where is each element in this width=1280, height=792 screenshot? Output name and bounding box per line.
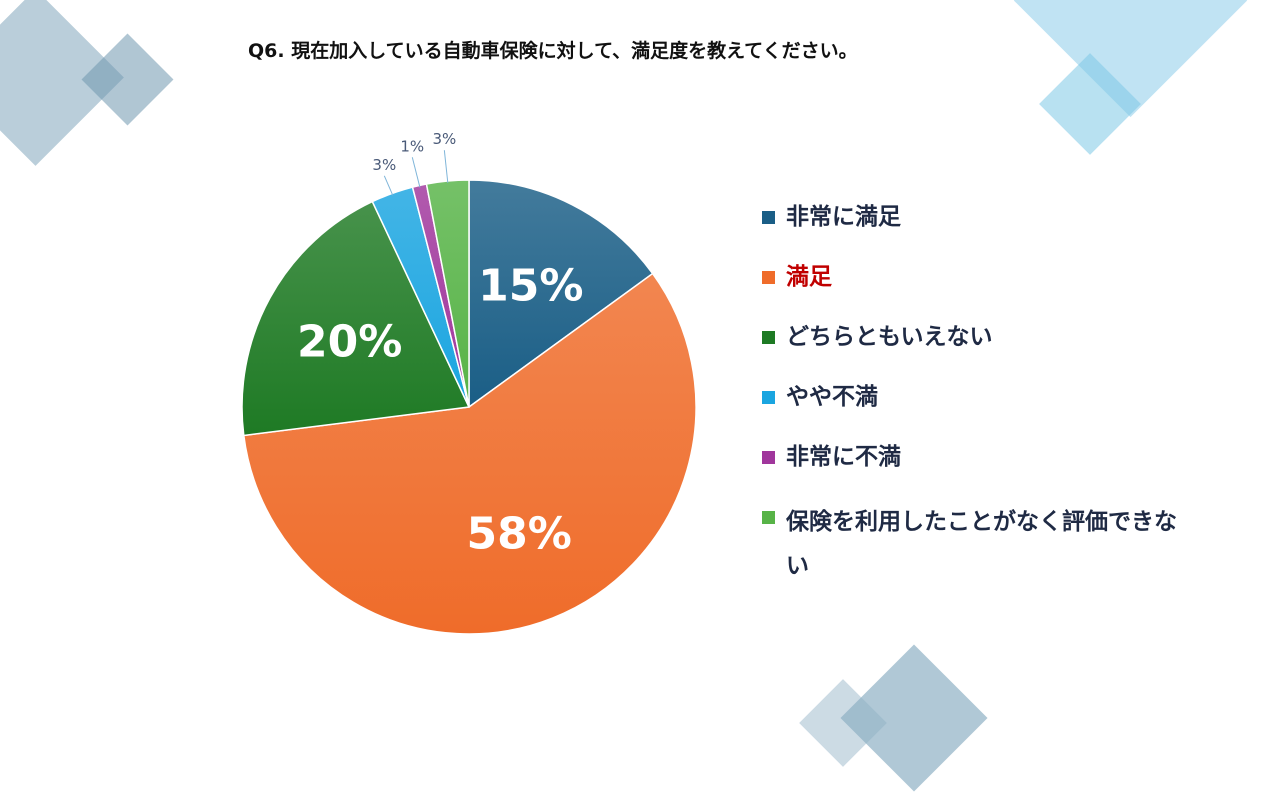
legend-swatch — [762, 511, 775, 524]
legend-swatch — [762, 391, 775, 404]
pie-value-label: 3% — [372, 156, 396, 174]
legend-label: 保険を利用したことがなく評価できない — [786, 509, 1177, 579]
legend-item-not-evaluable: 保険を利用したことがなく評価できない — [762, 500, 1182, 588]
legend-item-somewhat-dissatisfied: やや不満 — [762, 380, 1182, 414]
legend-label: 満足 — [786, 264, 832, 290]
legend-item-very-satisfied: 非常に満足 — [762, 200, 1182, 234]
pie-slice — [241, 200, 471, 437]
chart-legend: 非常に満足 満足 どちらともいえない やや不満 非常に不満 保険を利用したことが… — [762, 200, 1182, 614]
pie-leader-line — [443, 150, 449, 184]
legend-item-satisfied: 満足 — [762, 260, 1182, 294]
legend-swatch — [762, 331, 775, 344]
pie-value-label: 58% — [466, 509, 571, 560]
slide-title: Q6. 現在加入している自動車保険に対して、満足度を教えてください。 — [248, 40, 858, 62]
legend-swatch — [762, 451, 775, 464]
pie-value-label: 15% — [478, 261, 583, 312]
pie-value-label: 1% — [400, 137, 424, 155]
pie-chart: 15%58%20%3%1% 3% — [241, 130, 697, 635]
legend-label: やや不満 — [786, 384, 878, 410]
legend-label: どちらともいえない — [786, 324, 993, 350]
legend-swatch — [762, 271, 775, 284]
legend-label: 非常に不満 — [786, 444, 901, 470]
pie-value-label: 3% — [432, 130, 456, 148]
legend-label: 非常に満足 — [786, 204, 901, 230]
pie-value-label: 20% — [297, 316, 402, 367]
pie-leader-line — [411, 157, 421, 188]
legend-item-neutral: どちらともいえない — [762, 320, 1182, 354]
legend-item-very-dissatisfied: 非常に不満 — [762, 440, 1182, 474]
pie-slice — [468, 179, 654, 409]
pie-leader-line — [383, 175, 394, 196]
pie-slice — [242, 272, 697, 635]
legend-swatch — [762, 211, 775, 224]
